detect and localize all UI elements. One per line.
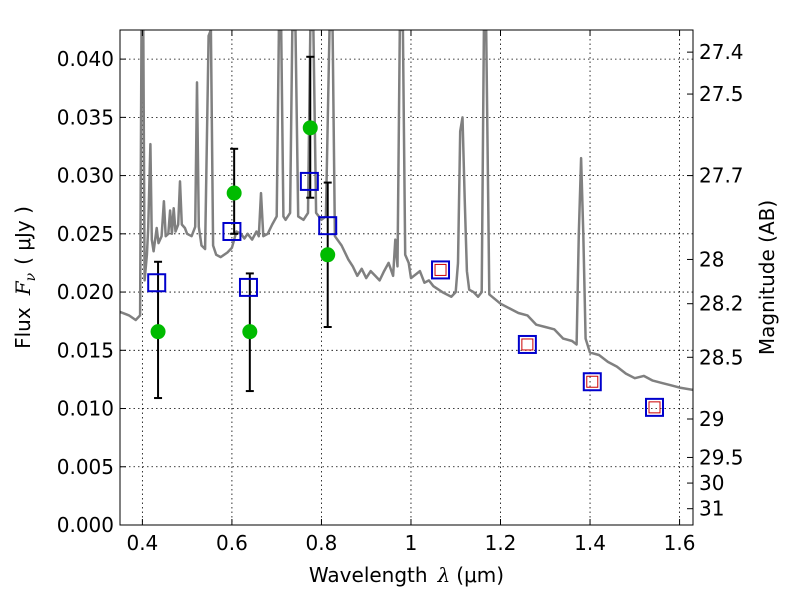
y-tick-label: 0.015 (57, 338, 114, 362)
x-tick-label: 1 (405, 531, 418, 555)
observed-flux-point (302, 120, 318, 136)
model-bandpass-square (238, 277, 258, 297)
data-points (147, 55, 665, 417)
observed-flux-point (320, 247, 336, 263)
mag-tick-label: 27.7 (699, 164, 744, 188)
x-tick-label: 0.8 (306, 531, 338, 555)
y-tick-label: 0.025 (57, 222, 114, 246)
model-bandpass-square (431, 260, 451, 280)
model-bandpass-square (299, 171, 319, 191)
nir-flux-square (521, 338, 534, 351)
model-bandpass-square (318, 216, 338, 236)
grid (120, 30, 693, 526)
observed-flux-point (150, 324, 166, 340)
plot-frame (119, 29, 694, 526)
y-tick-label: 0.000 (57, 513, 114, 537)
mag-tick-label: 29.5 (699, 445, 744, 469)
mag-tick-label: 28.5 (699, 345, 744, 369)
observed-flux-point (226, 185, 242, 201)
x-tick-label: 0.6 (216, 531, 248, 555)
y2-axis-title: Magnitude (AB) (755, 200, 779, 355)
y-tick-label: 0.040 (57, 47, 114, 71)
x-tick-label: 1.6 (664, 531, 696, 555)
model-bandpass-square (222, 221, 242, 241)
x-tick-label: 1.4 (574, 531, 606, 555)
observed-flux-point (242, 324, 258, 340)
mag-tick-label: 30 (699, 471, 724, 495)
model-spectrum (120, 30, 693, 392)
mag-tick-label: 27.4 (699, 40, 744, 64)
mag-tick-label: 28 (699, 247, 724, 271)
model-bandpass-square (147, 273, 167, 293)
nir-flux-square (648, 401, 661, 414)
nir-flux-square (586, 375, 599, 388)
axis-ticks: 0.4 0.6 0.8 1 1.2 1.4 1.6 0.000 0.005 0.010 0.015 0… (57, 30, 744, 555)
y-axis-title: FluxFν( μJy ) (11, 206, 39, 349)
mag-tick-label: 31 (699, 497, 724, 521)
y-tick-label: 0.005 (57, 455, 114, 479)
x-tick-label: 0.4 (126, 531, 158, 555)
y-tick-label: 0.010 (57, 397, 114, 421)
x-tick-label: 1.2 (485, 531, 517, 555)
y-tick-label: 0.035 (57, 105, 114, 129)
spectrum-line (120, 30, 693, 392)
y-tick-label: 0.020 (57, 280, 114, 304)
nir-flux-square (434, 263, 447, 276)
mag-tick-label: 28.2 (699, 292, 744, 316)
mag-tick-label: 29 (699, 407, 724, 431)
model-bandpass-square (582, 372, 602, 392)
y-tick-label: 0.030 (57, 164, 114, 188)
model-bandpass-square (645, 397, 665, 417)
x-axis-title: Wavelength λ (μm) (309, 563, 504, 587)
model-bandpass-square (517, 334, 537, 354)
mag-tick-label: 27.5 (699, 82, 744, 106)
